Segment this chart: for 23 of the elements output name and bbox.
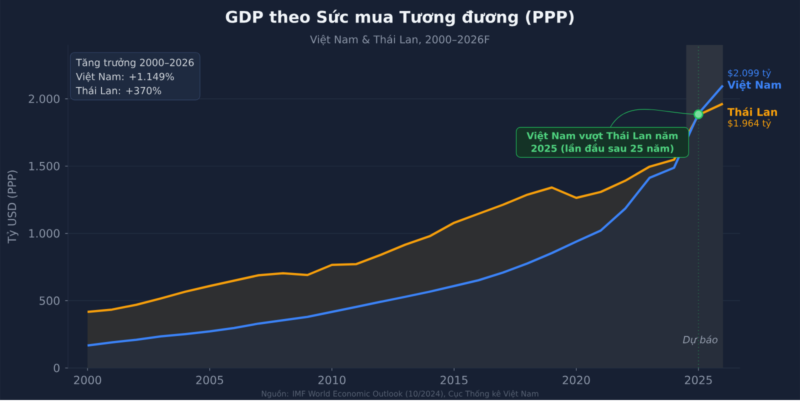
annotation: Thái Lan: +370% xyxy=(76,86,162,94)
chart-subtitle: Việt Nam & Thái Lan, 2000–2026F xyxy=(310,34,490,46)
y-tick-label: 500 xyxy=(40,296,60,306)
x-tick-label: 2025 xyxy=(684,376,712,384)
annotation: Việt Nam: +1.149% xyxy=(76,72,174,82)
data-label: $2.099 tỷ xyxy=(728,68,771,78)
series-label: Việt Nam xyxy=(727,80,781,91)
annotation: Tăng trưởng 2000–2026 xyxy=(76,58,194,68)
x-tick-label: 2005 xyxy=(196,376,224,384)
x-tick-label: 2020 xyxy=(562,376,590,384)
series-label: Thái Lan xyxy=(727,108,778,116)
y-axis-title: Tỷ USD (PPP) xyxy=(6,170,18,244)
x-tick-label: 2010 xyxy=(318,376,346,384)
y-tick-label: 2.000 xyxy=(28,94,60,104)
band-label: Dự báo xyxy=(682,335,718,346)
annotation: Việt Nam vượt Thái Lan năm 2025 (lần đầu sau 25 năm) xyxy=(526,132,678,154)
y-tick-label: 1.000 xyxy=(29,229,60,238)
y-tick-label: 0 xyxy=(54,364,60,372)
y-tick-label: 1.500 xyxy=(29,162,60,170)
x-tick-label: 2000 xyxy=(74,376,102,384)
data-label: $1.964 tỷ xyxy=(728,119,771,128)
chart-title: GDP theo Sức mua Tương đương (PPP) xyxy=(226,10,574,26)
x-tick-label: 2015 xyxy=(440,376,468,384)
